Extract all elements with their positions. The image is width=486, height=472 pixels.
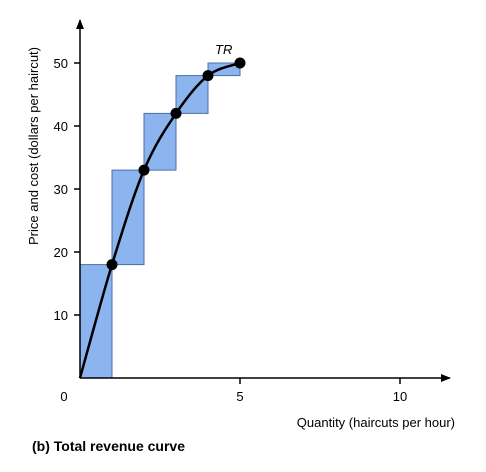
x-tick-label: 0 (60, 389, 67, 404)
tr-point (202, 70, 214, 82)
y-tick-label: 30 (54, 182, 68, 197)
figure-caption: (b) Total revenue curve (32, 438, 186, 454)
y-axis-label: Price and cost (dollars per haircut) (26, 47, 41, 245)
x-tick-label: 5 (236, 389, 243, 404)
y-tick-label: 10 (54, 308, 68, 323)
x-tick-label: 10 (393, 389, 407, 404)
ticks: 10 20 30 40 50 0 5 10 (54, 56, 408, 404)
tr-point (170, 107, 182, 119)
series-label-tr: TR (215, 42, 232, 57)
y-tick-label: 20 (54, 245, 68, 260)
revenue-bars (79, 62, 241, 379)
tr-point (106, 259, 118, 271)
tr-point (234, 57, 246, 69)
x-axis-label: Quantity (haircuts per hour) (297, 415, 455, 430)
axes (76, 19, 451, 382)
points (106, 57, 246, 271)
y-tick-label: 50 (54, 56, 68, 71)
y-tick-label: 40 (54, 119, 68, 134)
tr-point (138, 164, 150, 176)
